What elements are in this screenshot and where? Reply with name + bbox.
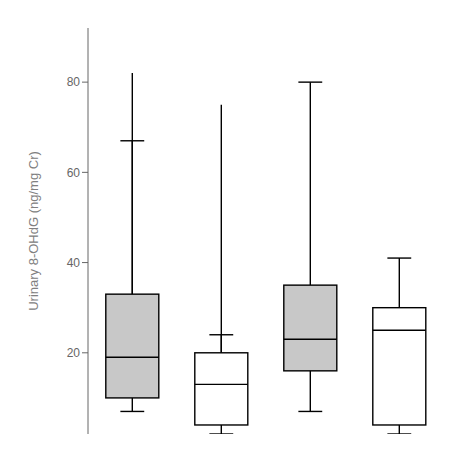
svg-text:Urinary 8-OHdG (ng/mg Cr): Urinary 8-OHdG (ng/mg Cr) [26,151,41,311]
svg-text:20: 20 [67,346,81,360]
svg-text:60: 60 [67,166,81,180]
svg-text:80: 80 [67,75,81,89]
svg-text:40: 40 [67,256,81,270]
